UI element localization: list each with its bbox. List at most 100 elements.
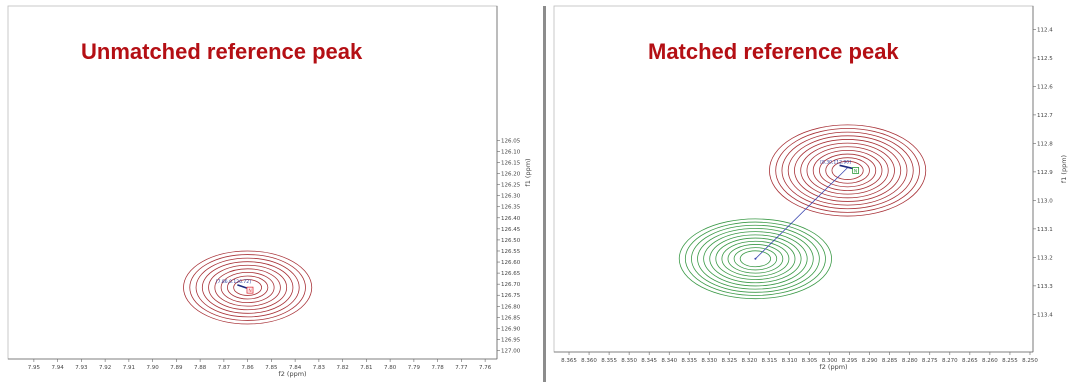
x-tick-label: 8.305 bbox=[802, 358, 818, 364]
x-tick-label: 8.265 bbox=[962, 358, 978, 364]
y-tick-label: 126.30 bbox=[501, 194, 521, 200]
y-tick-label: 127.00 bbox=[501, 349, 521, 355]
x-tick-label: 7.84 bbox=[289, 365, 302, 371]
peak-coordinate-label: [8.30,112.90] bbox=[820, 159, 851, 165]
y-tick-label: 112.5 bbox=[1037, 56, 1053, 62]
x-tick-label: 7.90 bbox=[147, 365, 160, 371]
x-tick-label: 8.250 bbox=[1022, 358, 1038, 364]
unmatched-spectrum-plot: 7.95 7.94 7.93 7.92 7.91 7.90 7.89 7.88 7.87 7.86… bbox=[7, 5, 532, 378]
x-tick-label: 7.86 bbox=[242, 365, 255, 371]
contour-level bbox=[769, 124, 927, 217]
contour-level bbox=[787, 135, 908, 206]
y-tick-label: 126.25 bbox=[501, 183, 521, 189]
y-tick-label: 112.8 bbox=[1037, 141, 1053, 147]
x-tick-label: 8.340 bbox=[661, 358, 677, 364]
contour-level bbox=[739, 250, 772, 268]
contour-level bbox=[220, 272, 275, 303]
y-tick-label: 126.80 bbox=[501, 304, 521, 310]
x-tick-label: 7.81 bbox=[360, 365, 372, 371]
x-tick-label: 7.94 bbox=[52, 365, 65, 371]
x-tick-label: 7.78 bbox=[432, 365, 445, 371]
y-tick-label: 126.60 bbox=[501, 260, 521, 266]
y-tick-label: 112.7 bbox=[1037, 113, 1053, 119]
contour-level bbox=[226, 275, 269, 300]
y-tick-label: 113.4 bbox=[1037, 312, 1053, 318]
x-tick-label: 8.355 bbox=[601, 358, 617, 364]
peak-coordinate-label: [7.86,0.126.72] bbox=[216, 279, 251, 285]
x-tick-label: 8.330 bbox=[701, 358, 717, 364]
contour-level bbox=[183, 250, 313, 325]
peak-marker-label: N bbox=[248, 288, 251, 294]
x-tick-label: 8.360 bbox=[581, 358, 597, 364]
y-tick-label: 112.9 bbox=[1037, 170, 1053, 176]
y-tick-label: 113.1 bbox=[1037, 227, 1053, 233]
x-tick-label: 8.285 bbox=[882, 358, 898, 364]
x-tick-label: 7.91 bbox=[123, 365, 135, 371]
y-tick-label: 112.6 bbox=[1037, 84, 1053, 90]
x-tick-label: 8.275 bbox=[922, 358, 938, 364]
y-tick-label: 126.40 bbox=[501, 216, 521, 222]
unmatched-peak-panel: 7.95 7.94 7.93 7.92 7.91 7.90 7.89 7.88 7.87 7.86… bbox=[7, 5, 532, 378]
contour-level bbox=[697, 228, 814, 290]
y-tick-label: 126.90 bbox=[501, 326, 521, 332]
contour-level bbox=[214, 268, 281, 307]
contour-level bbox=[775, 128, 920, 213]
x-tick-label: 7.79 bbox=[408, 365, 421, 371]
peak-marker-box bbox=[246, 286, 254, 294]
x-tick-label: 7.88 bbox=[194, 365, 207, 371]
y-tick-label: 126.95 bbox=[501, 338, 521, 344]
contour-level bbox=[208, 264, 288, 311]
contour-level bbox=[703, 231, 808, 287]
x-tick-label: 8.295 bbox=[842, 358, 858, 364]
x-tick-label: 7.77 bbox=[455, 365, 468, 371]
contour-level bbox=[684, 221, 826, 296]
contour-level bbox=[825, 157, 870, 184]
peak-marker-box bbox=[852, 167, 860, 174]
x-tick-label: 8.345 bbox=[641, 358, 657, 364]
contour-level bbox=[195, 257, 300, 318]
y-tick-label: 126.20 bbox=[501, 172, 521, 178]
x-axis-label: f2 (ppm) bbox=[278, 370, 306, 378]
contour-level bbox=[709, 234, 802, 284]
contour-level bbox=[721, 240, 790, 277]
x-tick-label: 7.85 bbox=[265, 365, 278, 371]
peak-pointer-arrow bbox=[237, 284, 248, 289]
panel-divider bbox=[543, 6, 546, 382]
x-axis-label: f2 (ppm) bbox=[819, 363, 847, 371]
x-tick-label: 7.83 bbox=[313, 365, 326, 371]
matched-peak-panel: 8.365 8.360 8.355 8.350 8.345 8.340 8.335 8.330… bbox=[548, 0, 1074, 382]
contour-level bbox=[812, 149, 883, 191]
y-tick-label: 126.05 bbox=[501, 138, 521, 144]
contour-level bbox=[794, 139, 902, 202]
contour-level bbox=[727, 244, 784, 274]
contour-level bbox=[806, 146, 889, 195]
panel-title-matched: Matched reference peak bbox=[648, 39, 899, 64]
x-tick-label: 7.93 bbox=[75, 365, 88, 371]
x-tick-label: 8.350 bbox=[621, 358, 637, 364]
y-tick-label: 126.45 bbox=[501, 227, 521, 233]
x-tick-label: 7.89 bbox=[170, 365, 183, 371]
y-tick-label: 126.50 bbox=[501, 238, 521, 244]
x-tick-label: 7.95 bbox=[28, 365, 41, 371]
y-axis-label: f1 (ppm) bbox=[524, 158, 532, 186]
x-tick-label: 8.280 bbox=[902, 358, 918, 364]
peak-pointer-arrow bbox=[839, 164, 853, 170]
x-tick-label: 8.335 bbox=[681, 358, 697, 364]
x-tick-label: 8.300 bbox=[822, 358, 838, 364]
contour-level bbox=[201, 261, 294, 314]
contour-level bbox=[781, 131, 914, 210]
x-tick-label: 8.255 bbox=[1002, 358, 1018, 364]
contour-level bbox=[819, 153, 877, 188]
y-axis-label: f1 (ppm) bbox=[1060, 155, 1068, 183]
y-tick-label: 113.3 bbox=[1037, 284, 1053, 290]
x-tick-label: 8.315 bbox=[762, 358, 778, 364]
y-tick-label: 126.15 bbox=[501, 160, 521, 166]
x-tick-label: 8.290 bbox=[862, 358, 878, 364]
peak-link-line bbox=[755, 167, 848, 260]
x-tick-label: 7.80 bbox=[384, 365, 397, 371]
y-tick-label: 126.65 bbox=[501, 271, 521, 277]
matched-spectrum-plot: 8.365 8.360 8.355 8.350 8.345 8.340 8.335 8.330… bbox=[553, 5, 1068, 371]
y-tick-label: 113.0 bbox=[1037, 198, 1053, 204]
y-tick-label: 126.75 bbox=[501, 293, 521, 299]
contour-level bbox=[189, 254, 306, 321]
